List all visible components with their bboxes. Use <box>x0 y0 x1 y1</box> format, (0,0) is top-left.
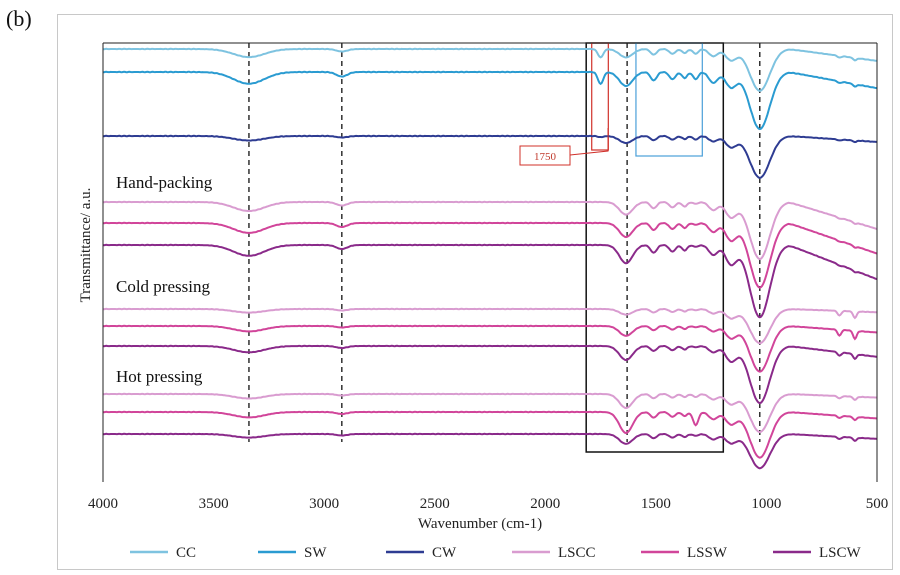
chart-frame <box>57 14 893 570</box>
x-tick-label: 2000 <box>530 496 560 512</box>
spectrum-line-sw <box>103 70 878 131</box>
legend-label-lscc: LSCC <box>558 545 596 561</box>
spectrum-line-lscw <box>102 344 878 405</box>
spectrum-line-lscc <box>102 392 878 434</box>
legend-label-cw: CW <box>432 545 457 561</box>
spectrum-line-lscw <box>102 432 878 470</box>
spectrum-line-lscw <box>102 243 878 319</box>
x-tick-label: 1000 <box>751 496 781 512</box>
spectra-lines <box>102 47 878 470</box>
x-axis-title: Wavenumber (cm-1) <box>418 516 542 532</box>
spectrum-line-cw <box>103 134 877 179</box>
reference-lines <box>248 43 761 442</box>
spectrum-line-lssw <box>102 324 878 373</box>
panel-label: (b) <box>6 6 32 31</box>
x-tick-label: 500 <box>866 496 889 512</box>
x-tick-label: 3000 <box>309 496 339 512</box>
y-axis-title: Transmittance/ a.u. <box>78 188 94 303</box>
legend-label-lssw: LSSW <box>687 545 728 561</box>
group-label: Hot pressing <box>116 367 203 386</box>
annotation: 1750 <box>519 128 609 166</box>
legend: CC SW CW LSCC LSSW LSCW <box>130 545 862 561</box>
legend-label-cc: CC <box>176 545 196 561</box>
x-axis: 4000 3500 3000 2500 2000 1500 1000 500 <box>88 42 889 512</box>
annotation-leader <box>569 128 609 156</box>
x-tick-label: 2500 <box>420 496 450 512</box>
spectrum-line-cc <box>102 47 878 92</box>
group-label: Hand-packing <box>116 173 213 192</box>
x-tick-label: 1500 <box>641 496 671 512</box>
legend-label-lscw: LSCW <box>819 545 862 561</box>
spectrum-line-lssw <box>102 221 878 289</box>
annotation-box <box>519 145 571 166</box>
annotation-text: 1750 <box>534 151 557 163</box>
red-highlight-box <box>591 42 609 151</box>
x-tick-label: 4000 <box>88 496 118 512</box>
spectrum-line-lscc <box>102 307 877 345</box>
spectrum-line-lscc <box>102 200 878 261</box>
group-label: Cold pressing <box>116 277 210 296</box>
x-tick-label: 3500 <box>199 496 229 512</box>
spectrum-line-lssw <box>102 410 878 459</box>
group-labels: Hand-packing Cold pressing Hot pressing <box>116 173 213 386</box>
legend-label-sw: SW <box>304 545 327 561</box>
highlight-boxes <box>585 42 725 453</box>
